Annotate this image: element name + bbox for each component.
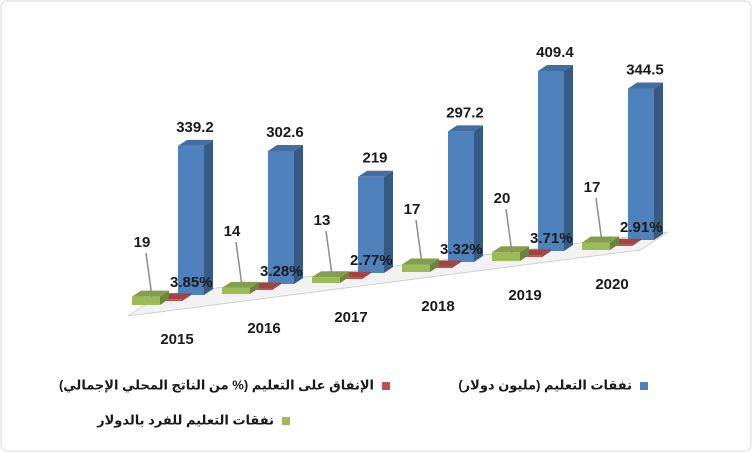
leader-line: [595, 197, 603, 243]
legend-label: الإنفاق على التعليم (% من الناتج المحلي …: [59, 377, 374, 392]
bar-top: [132, 290, 169, 297]
x-tick-label: 2020: [595, 276, 628, 293]
bar-side: [272, 282, 281, 290]
bar-side: [250, 281, 259, 294]
x-tick-label: 2016: [247, 320, 280, 337]
bar: [582, 242, 610, 250]
leader-line: [325, 230, 333, 276]
leader-line: [415, 219, 423, 265]
bar: [222, 287, 250, 294]
bar: [430, 266, 452, 268]
x-tick-label: 2015: [160, 331, 193, 348]
bar-side: [340, 271, 349, 283]
data-label: 219: [362, 150, 387, 167]
x-tick-label: 2017: [334, 309, 367, 326]
bar-side: [182, 293, 191, 301]
bar-top: [628, 82, 663, 89]
bar-top: [582, 236, 619, 243]
data-label: 2.91%: [620, 219, 663, 236]
bar-top: [538, 65, 573, 71]
bar: [520, 255, 542, 257]
bar: [132, 296, 160, 305]
bar-top: [448, 125, 483, 132]
data-label: 19: [134, 234, 151, 251]
data-label: 14: [224, 223, 241, 240]
leader-line: [235, 241, 243, 287]
bar-side: [564, 65, 573, 251]
bar-top: [402, 258, 439, 265]
data-label: 13: [314, 212, 331, 229]
data-label: 2.77%: [350, 252, 393, 269]
x-tick-label: 2018: [421, 298, 454, 315]
data-label: 20: [494, 190, 511, 207]
data-label: 3.71%: [530, 230, 573, 247]
legend-label: نفقات التعليم للفرد بالدولار: [96, 412, 274, 427]
bar: [268, 150, 294, 284]
bar: [610, 244, 632, 246]
bar-top: [492, 246, 529, 253]
bar: [340, 277, 362, 279]
bar-side: [474, 125, 483, 263]
bar: [448, 131, 474, 262]
data-label: 409.4: [536, 44, 574, 61]
bar-side: [632, 238, 641, 246]
bar-top: [358, 170, 393, 177]
bar-side: [204, 139, 213, 295]
legend-swatch: [382, 382, 390, 390]
data-label: 339.2: [176, 119, 214, 136]
data-label: 302.6: [266, 124, 304, 141]
bar-top: [268, 144, 303, 151]
data-label: 3.32%: [440, 241, 483, 258]
x-tick-label: 2019: [508, 287, 541, 304]
legend-label: نفقات التعليم (مليون دولار): [458, 377, 632, 392]
leader-line: [145, 252, 153, 298]
bar-side: [294, 144, 303, 284]
bar-side: [520, 246, 529, 261]
bar-side: [610, 236, 619, 250]
data-label: 17: [404, 201, 421, 218]
data-label: 344.5: [626, 62, 664, 79]
data-label: 3.28%: [260, 263, 303, 280]
bar-side: [384, 170, 393, 273]
bar-side: [654, 82, 663, 240]
bar: [628, 88, 654, 240]
bar: [358, 176, 384, 273]
bar-side: [430, 258, 439, 272]
bar-side: [542, 249, 551, 257]
bar-side: [160, 290, 169, 305]
bar: [402, 264, 430, 272]
bar: [160, 299, 182, 301]
bar-top: [312, 271, 349, 278]
data-label: 297.2: [446, 104, 484, 121]
legend-swatch: [282, 417, 290, 425]
bar: [178, 145, 204, 295]
bar-side: [452, 260, 461, 268]
bar-top: [178, 139, 213, 146]
bar: [312, 277, 340, 283]
bar: [492, 252, 520, 261]
data-label: 17: [584, 179, 601, 196]
bar: [250, 288, 272, 290]
legend-swatch: [640, 382, 648, 390]
bar-side: [362, 271, 371, 279]
data-label: 3.85%: [170, 274, 213, 291]
bar-top: [222, 281, 259, 288]
bar: [538, 71, 564, 251]
leader-line: [505, 208, 513, 254]
